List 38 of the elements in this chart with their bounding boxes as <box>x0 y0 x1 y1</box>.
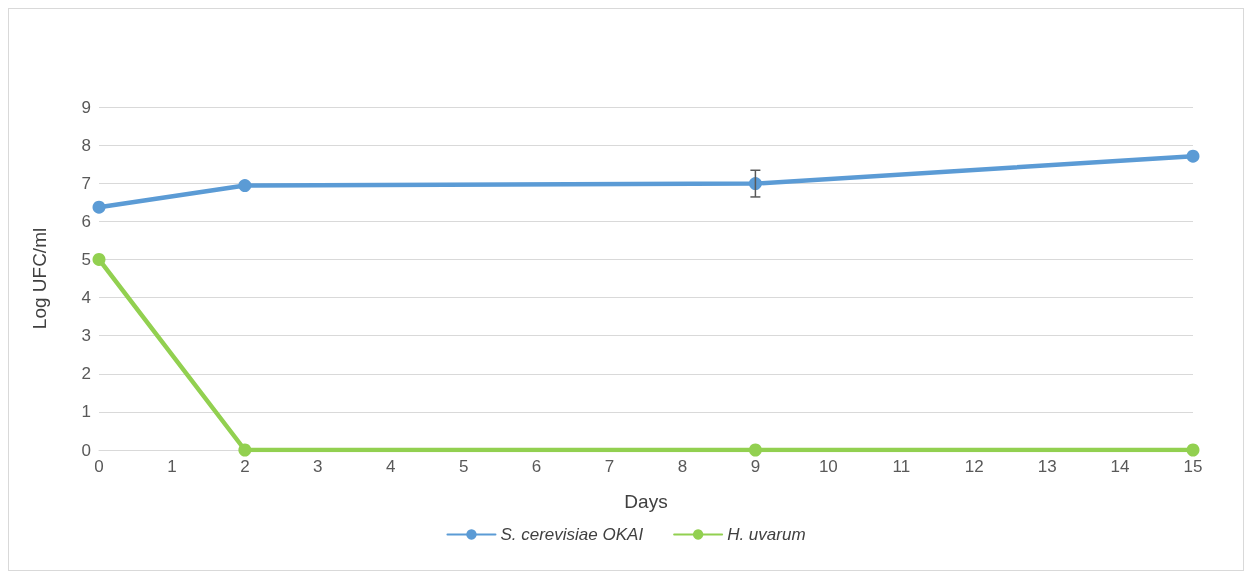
x-tick-label: 15 <box>1183 457 1203 476</box>
y-tick-label: 9 <box>81 97 91 117</box>
x-tick-label: 14 <box>1110 457 1130 476</box>
y-tick-label: 7 <box>81 173 91 193</box>
x-axis-title: Days <box>624 491 668 512</box>
x-tick-label: 10 <box>818 457 838 476</box>
x-tick-label: 6 <box>531 457 542 476</box>
legend-label: S. cerevisiae OKAI <box>500 525 644 544</box>
x-tick-label: 8 <box>677 457 688 476</box>
point <box>748 443 762 457</box>
point <box>1186 443 1200 457</box>
x-tick-label: 7 <box>604 457 615 476</box>
x-tick-label: 5 <box>458 457 469 476</box>
x-tick-label: 9 <box>750 457 761 476</box>
point <box>92 200 106 214</box>
point <box>238 443 252 457</box>
legend-label: H. uvarum <box>727 525 806 544</box>
x-tick-label: 0 <box>94 457 104 476</box>
point <box>748 177 762 191</box>
y-tick-label: 2 <box>81 364 91 384</box>
x-tick-label: 3 <box>313 457 323 476</box>
x-tick-label: 13 <box>1037 457 1057 476</box>
x-tick-label: 2 <box>240 457 250 476</box>
y-axis-title: Log UFC/ml <box>29 227 50 330</box>
point <box>1186 149 1200 163</box>
y-tick-label: 3 <box>81 326 91 346</box>
x-tick-label: 1 <box>167 457 177 476</box>
x-tick-label: 11 <box>892 457 911 476</box>
y-tick-label: 8 <box>81 135 91 155</box>
point <box>238 179 252 193</box>
x-tick-label: 4 <box>386 457 396 476</box>
y-tick-label: 4 <box>81 288 91 308</box>
x-tick-label: 12 <box>964 457 984 476</box>
y-tick-label: 1 <box>81 402 91 422</box>
y-tick-label: 5 <box>81 249 91 269</box>
y-tick-label: 6 <box>81 211 91 231</box>
point <box>92 252 106 266</box>
y-tick-label: 0 <box>81 440 91 460</box>
